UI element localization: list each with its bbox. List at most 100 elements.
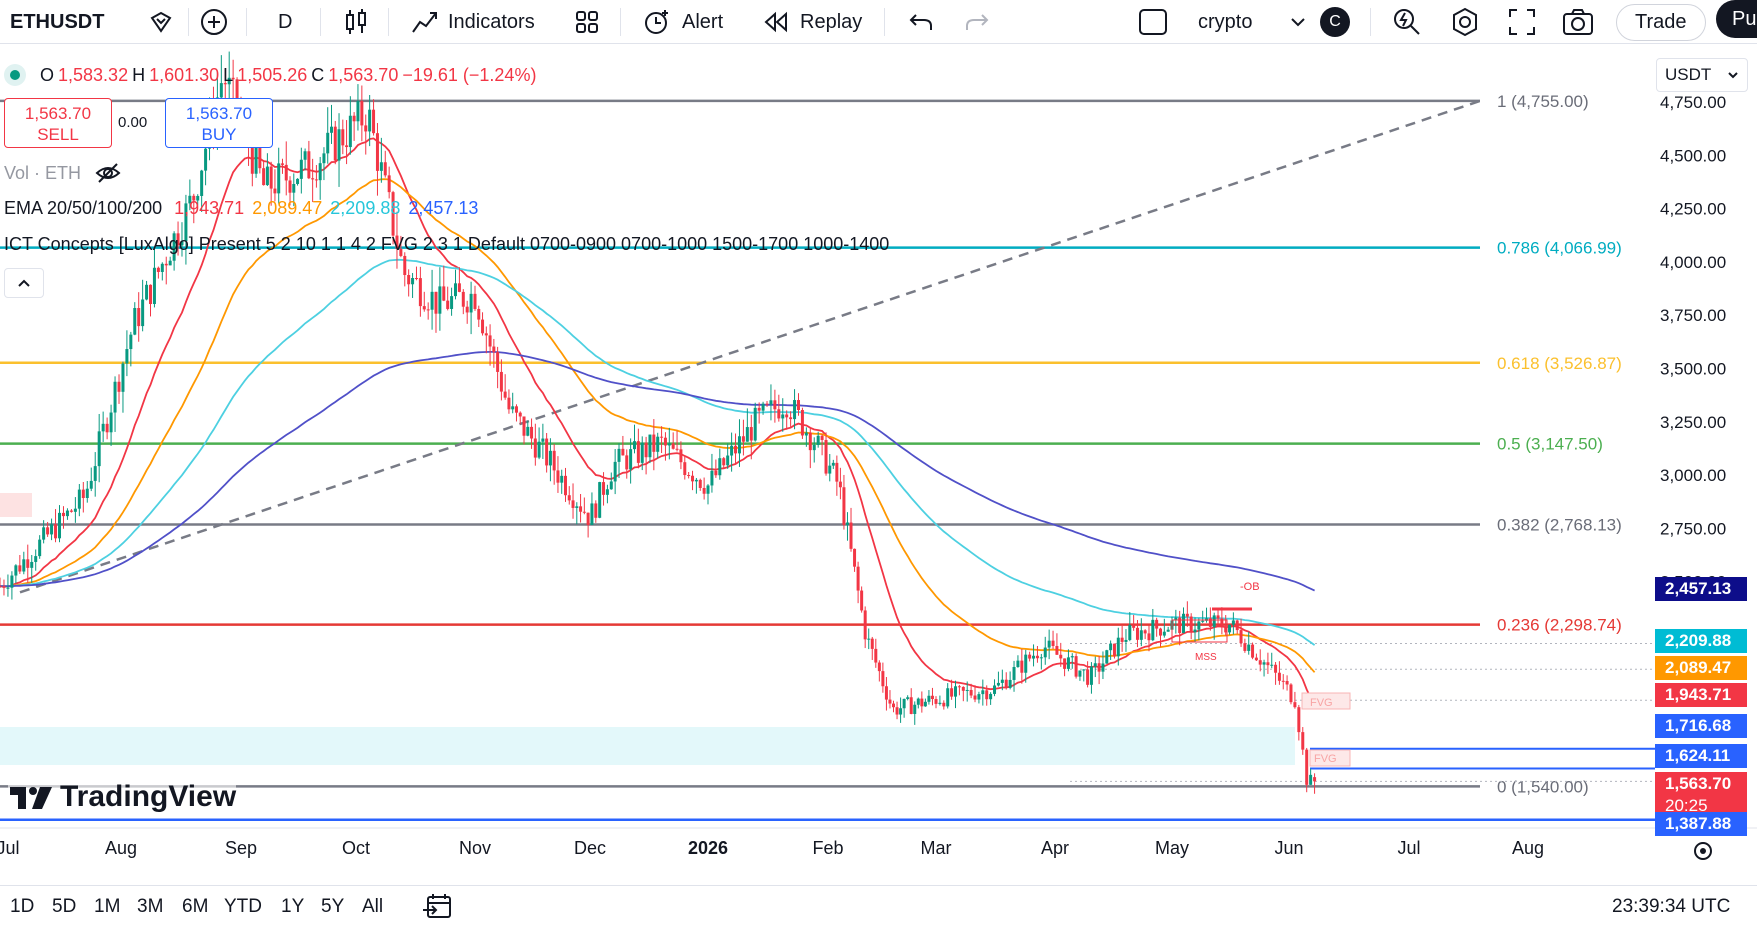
candle-body xyxy=(671,443,675,449)
replay-button[interactable]: Replay xyxy=(762,0,862,44)
candle-body xyxy=(845,522,849,525)
candle-body xyxy=(1235,620,1239,631)
candle-body xyxy=(702,487,706,494)
price-tag: 2,089.47 xyxy=(1655,656,1747,680)
toolbar-divider xyxy=(884,8,885,36)
goto-date-icon[interactable] xyxy=(422,886,452,927)
range-button-1d[interactable]: 1D xyxy=(10,896,35,917)
compare-add-icon[interactable] xyxy=(200,0,228,44)
candle-body xyxy=(145,284,149,300)
x-axis-tick: Jun xyxy=(1274,838,1303,858)
candle-body xyxy=(698,479,702,488)
alert-button[interactable]: Alert xyxy=(642,0,723,44)
candle-body xyxy=(231,77,235,80)
range-button-5d[interactable]: 5D xyxy=(52,896,77,917)
candle-type-icon[interactable] xyxy=(344,0,368,44)
toolbar-divider xyxy=(1370,8,1371,36)
eye-hidden-icon[interactable] xyxy=(95,162,121,184)
candle-body xyxy=(1004,679,1008,688)
range-button-1m[interactable]: 1M xyxy=(94,896,121,917)
candle-body xyxy=(442,286,446,301)
camera-icon[interactable] xyxy=(1562,0,1594,44)
candle-body xyxy=(10,575,14,588)
candle-body xyxy=(414,278,418,280)
candle-body xyxy=(61,512,65,517)
range-button-ytd[interactable]: YTD xyxy=(224,896,262,917)
candle-body xyxy=(481,319,485,334)
trade-button[interactable]: Trade xyxy=(1616,0,1706,44)
candle-body xyxy=(450,296,454,309)
fullscreen-icon[interactable] xyxy=(1508,0,1536,44)
range-button-all[interactable]: All xyxy=(362,896,384,917)
candle-body xyxy=(888,699,892,704)
redo-icon[interactable] xyxy=(964,0,990,44)
candle-body xyxy=(1016,660,1020,668)
price-chart[interactable]: 1 (4,755.00) 0.786 (4,066.99) 0.618 (3,526… xyxy=(0,44,1757,886)
layout-square-icon[interactable] xyxy=(1138,0,1168,44)
candle-body xyxy=(973,695,977,700)
candle-body xyxy=(477,308,481,320)
chevron-down-icon[interactable] xyxy=(1290,0,1306,44)
candle-body xyxy=(594,503,598,518)
candle-body xyxy=(109,412,113,433)
candle-body xyxy=(575,506,579,508)
candle-body xyxy=(125,349,129,364)
candle-body xyxy=(1035,655,1039,659)
range-button-5y[interactable]: 5Y xyxy=(321,896,345,917)
watchlist-add-icon[interactable] xyxy=(148,0,174,44)
candle-body xyxy=(691,475,695,482)
indicators-button[interactable]: Indicators xyxy=(410,0,535,44)
candle-body xyxy=(492,346,496,353)
candle-body xyxy=(838,481,842,488)
candle-body xyxy=(793,400,797,420)
layout-name-button[interactable]: crypto xyxy=(1198,10,1253,33)
candle-body xyxy=(714,470,718,476)
candle-body xyxy=(117,381,121,392)
interval-button[interactable]: D xyxy=(278,10,293,33)
symbol-search[interactable]: ETHUSDT xyxy=(10,10,105,33)
candle-body xyxy=(113,381,117,413)
spread-value: 0.00 xyxy=(118,114,148,131)
candle-body xyxy=(808,432,812,451)
templates-icon[interactable] xyxy=(574,0,600,44)
candle-body xyxy=(1059,654,1063,659)
buy-button[interactable]: 1,563.70 BUY xyxy=(165,98,273,148)
x-axis-tick: 2026 xyxy=(688,838,728,858)
mss-annotation: MSS xyxy=(1195,652,1217,663)
undo-icon[interactable] xyxy=(908,0,934,44)
ema-legend[interactable]: EMA 20/50/100/200 1,943.71 2,089.47 2,20… xyxy=(4,198,478,219)
range-button-1y[interactable]: 1Y xyxy=(281,896,305,917)
range-button-6m[interactable]: 6M xyxy=(182,896,209,917)
ict-legend[interactable]: ICT Concepts [LuxAlgo] Present 5 2 10 1 … xyxy=(4,234,890,254)
quick-search-icon[interactable] xyxy=(1392,0,1422,44)
candle-body xyxy=(909,697,913,714)
collapse-legend-button[interactable] xyxy=(4,268,44,298)
currency-select[interactable]: USDT xyxy=(1656,58,1748,92)
candle-body xyxy=(656,436,660,452)
candle-body xyxy=(77,489,81,509)
utc-clock[interactable]: 23:39:34 UTC xyxy=(1612,896,1731,917)
y-axis-tick: 3,750.00 xyxy=(1660,306,1726,325)
candle-body xyxy=(877,662,881,672)
candle-body xyxy=(1032,655,1036,659)
chart-pane[interactable]: 1 (4,755.00) 0.786 (4,066.99) 0.618 (3,526… xyxy=(0,44,1757,886)
price-tag: 1,943.71 xyxy=(1655,683,1747,707)
supply-zone xyxy=(0,493,32,517)
candle-body xyxy=(1297,707,1301,733)
settings-gear-icon[interactable] xyxy=(1450,0,1480,44)
candle-body xyxy=(484,333,488,336)
candle-body xyxy=(609,481,613,490)
sell-button[interactable]: 1,563.70 SELL xyxy=(4,98,112,148)
candle-body xyxy=(391,192,395,236)
candle-body xyxy=(526,426,530,436)
candle-body xyxy=(757,407,761,411)
candle-body xyxy=(273,188,277,194)
candle-body xyxy=(73,508,77,512)
range-button-3m[interactable]: 3M xyxy=(137,896,164,917)
publish-button[interactable]: Pu xyxy=(1716,0,1757,38)
ema100-value: 2,209.88 xyxy=(330,198,401,218)
x-axis-tick: Apr xyxy=(1041,838,1069,858)
layout-badge[interactable]: C xyxy=(1320,0,1350,44)
candle-body xyxy=(812,444,816,451)
market-status-icon xyxy=(4,64,26,86)
